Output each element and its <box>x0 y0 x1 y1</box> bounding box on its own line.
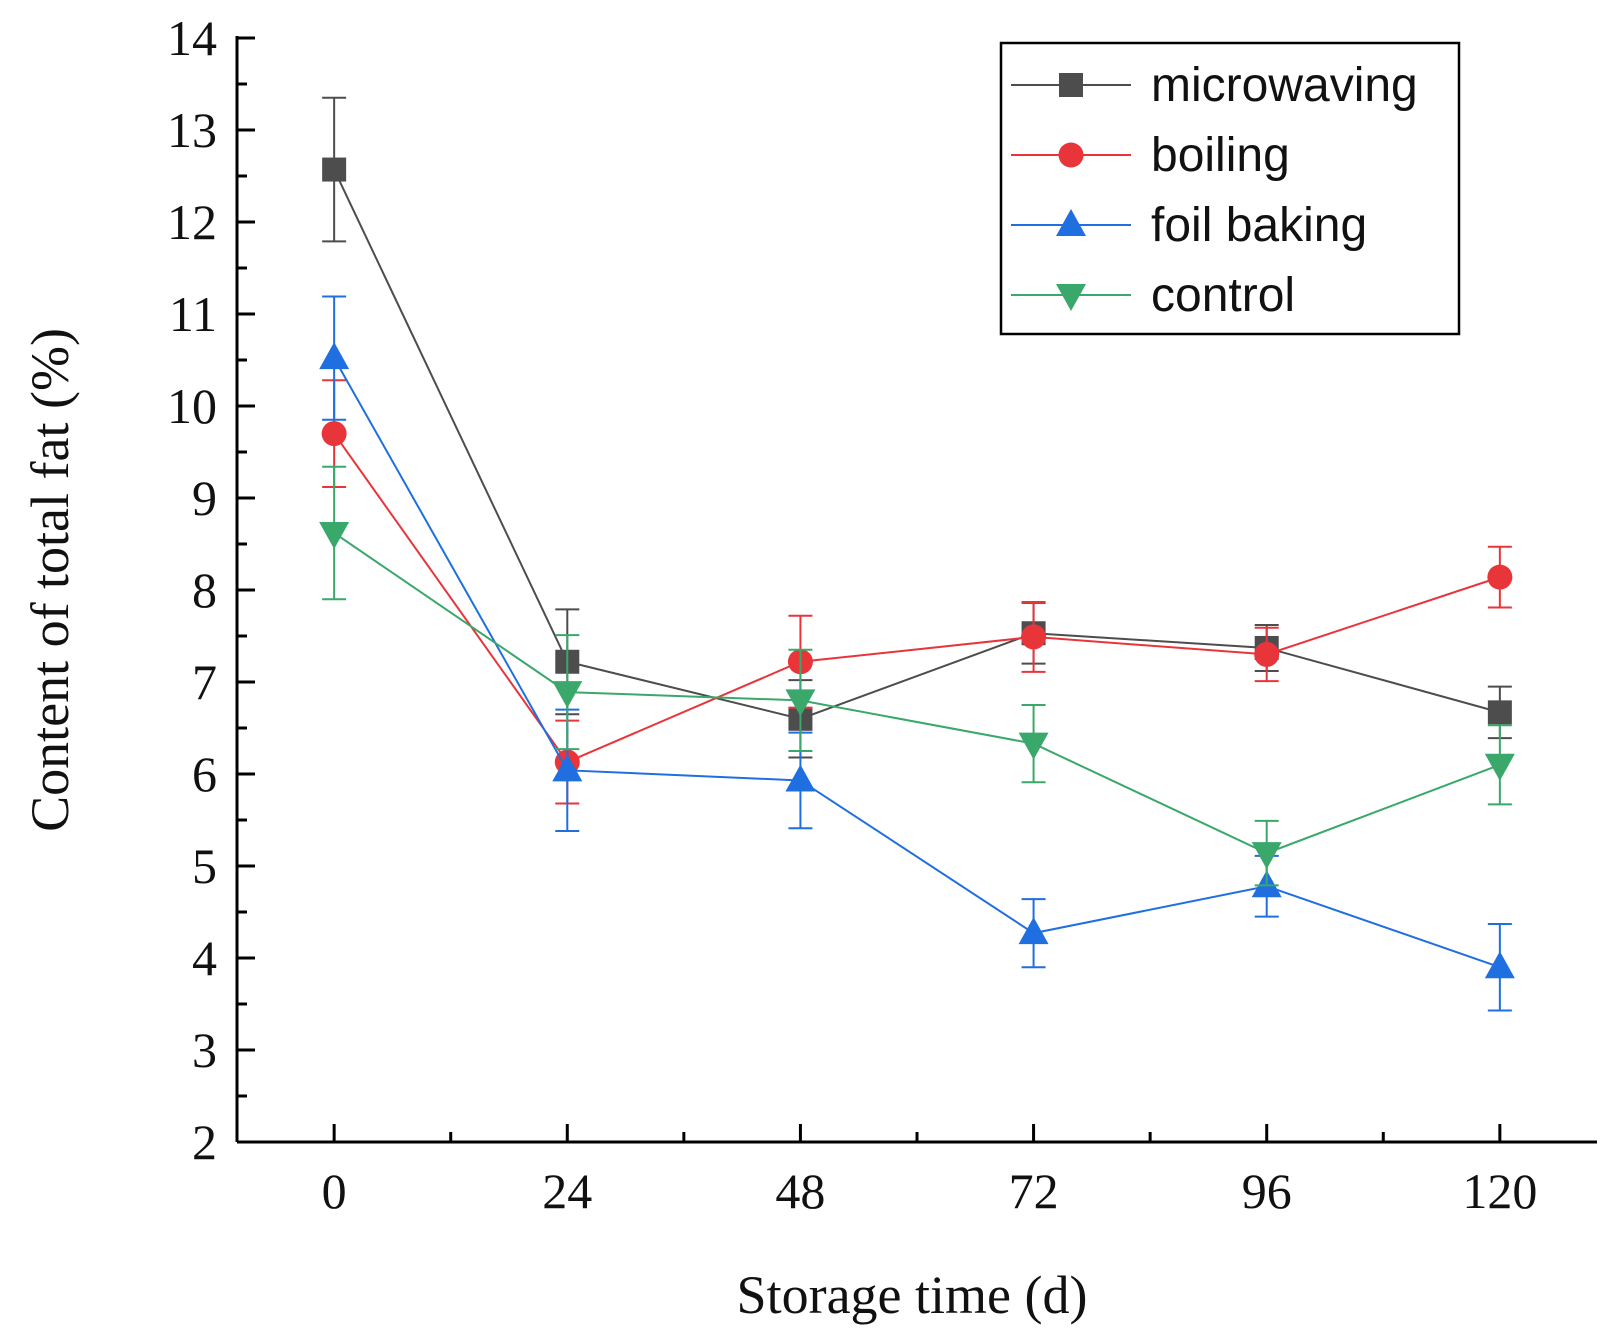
series-boiling <box>321 379 1513 805</box>
y-axis-title: Content of total fat (%) <box>20 328 80 832</box>
series-line <box>333 357 1501 969</box>
data-point <box>785 764 816 792</box>
y-tick-label: 2 <box>192 1114 217 1170</box>
data-point <box>1021 624 1047 650</box>
y-tick-label: 11 <box>169 286 217 342</box>
data-point <box>1487 564 1513 590</box>
legend-label: microwaving <box>1151 59 1418 112</box>
x-tick-label: 72 <box>1009 1163 1059 1219</box>
y-tick-label: 5 <box>192 838 217 894</box>
data-point <box>1487 700 1512 725</box>
x-tick-label: 48 <box>775 1163 825 1219</box>
series-control <box>319 465 1515 887</box>
legend-marker <box>1058 142 1084 168</box>
data-point <box>321 421 347 447</box>
data-point <box>322 157 347 182</box>
y-tick-label: 4 <box>192 930 217 986</box>
data-point <box>319 521 350 549</box>
data-point <box>1254 641 1280 667</box>
data-point <box>552 681 583 709</box>
data-point <box>1484 951 1515 979</box>
y-ticks: 2 3 4 5 6 7 8 9 10 11 12 13 14 <box>167 10 255 1170</box>
legend-label: foil baking <box>1151 199 1367 252</box>
data-point <box>785 689 816 717</box>
y-tick-label: 10 <box>167 378 217 434</box>
data-point <box>552 754 583 782</box>
legend-item: microwaving <box>1011 59 1418 112</box>
data-point <box>1251 842 1282 870</box>
legend: microwaving boiling foil baking control <box>999 41 1461 336</box>
x-tick-label: 0 <box>322 1163 347 1219</box>
data-point <box>1018 917 1049 945</box>
y-tick-label: 3 <box>192 1022 217 1078</box>
series-line <box>333 433 1501 764</box>
series-line <box>333 169 1501 720</box>
legend-marker <box>1059 73 1083 97</box>
y-tick-label: 13 <box>167 102 217 158</box>
legend-marker <box>1056 209 1086 236</box>
data-point <box>319 342 350 370</box>
x-axis-title: Storage time (d) <box>737 1265 1088 1325</box>
y-tick-label: 6 <box>192 746 217 802</box>
x-tick-label: 96 <box>1242 1163 1292 1219</box>
data-point <box>1484 753 1515 781</box>
legend-label: control <box>1151 269 1295 322</box>
y-tick-label: 14 <box>167 10 217 66</box>
series-foil-baking <box>319 295 1515 1012</box>
series-line <box>333 532 1501 855</box>
axes: 2 3 4 5 6 7 8 9 10 11 12 13 14 0 24 48 72 96 120 <box>167 10 1597 1219</box>
legend-item: boiling <box>1011 129 1290 182</box>
legend-item: foil baking <box>1011 199 1367 252</box>
y-tick-label: 9 <box>192 470 217 526</box>
x-ticks: 0 24 48 72 96 120 <box>322 1124 1537 1219</box>
legend-label: boiling <box>1151 129 1290 182</box>
x-tick-label: 24 <box>542 1163 592 1219</box>
legend-marker <box>1056 284 1086 311</box>
y-tick-label: 12 <box>167 194 217 250</box>
x-tick-label: 120 <box>1462 1163 1537 1219</box>
y-tick-label: 7 <box>192 654 217 710</box>
plot-area <box>319 96 1515 1012</box>
data-point <box>1018 732 1049 760</box>
legend-item: control <box>1011 269 1295 322</box>
y-tick-label: 8 <box>192 562 217 618</box>
